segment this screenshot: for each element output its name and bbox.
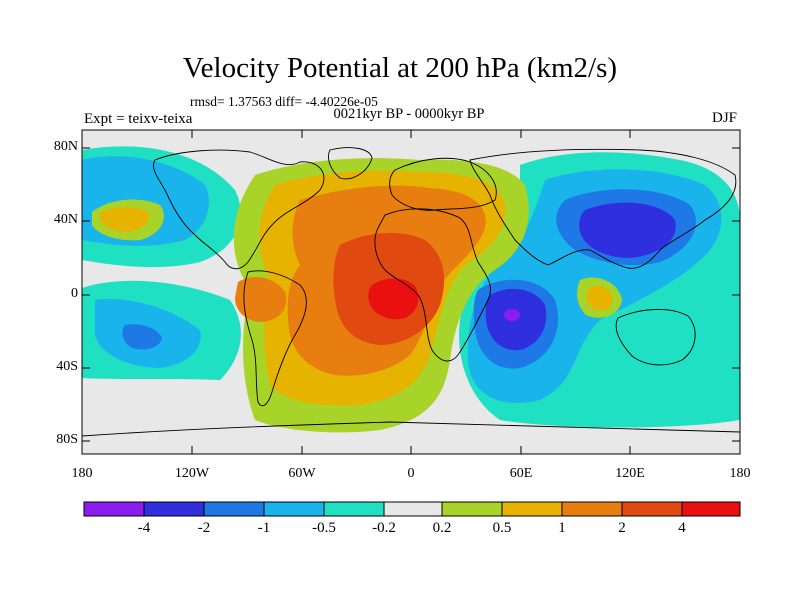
colorbar-swatch-2 [203, 501, 265, 517]
contour-minus2-east-asia [579, 202, 676, 258]
contour-minus1-pacific-small [122, 324, 162, 350]
contour-minus4-core [504, 309, 520, 321]
colorbar-label-8: 2 [618, 520, 626, 536]
coastline-australia [615, 308, 696, 366]
page-title: Velocity Potential at 200 hPa (km2/s) [182, 52, 618, 84]
colorbar-label-4: -0.2 [372, 520, 396, 536]
colorbar-label-0: -4 [137, 520, 151, 536]
axis-ticks [81, 130, 741, 454]
colorbar-swatch-10 [681, 501, 741, 517]
contour-plus4-core [368, 278, 419, 320]
colorbar-label-1: -2 [197, 520, 211, 536]
colorbar-swatch-7 [501, 501, 563, 517]
colorbar-swatch-1 [143, 501, 205, 517]
coastlines [82, 147, 740, 437]
period-label: 0021kyr BP - 0000kyr BP [333, 106, 485, 122]
contour-plus1-south-america [235, 277, 287, 322]
contour-field [82, 130, 740, 454]
lat-label-40s: 40S [56, 359, 78, 374]
colorbar-label-7: 1 [558, 520, 566, 536]
coastline-north-america [153, 149, 325, 270]
contour-plus05-north-pacific [100, 206, 149, 232]
coastline-greenland [328, 147, 373, 180]
colorbar-swatch-8 [561, 501, 623, 517]
rmsd-diff-stats: rmsd= 1.37563 diff= -4.40226e-05 [190, 94, 378, 109]
colorbar-label-9: 4 [678, 520, 686, 536]
lon-label-120e: 120E [615, 466, 645, 481]
lon-label-60w: 60W [288, 466, 316, 481]
contour-plus05-maritime [586, 285, 613, 311]
lat-label-80s: 80S [56, 432, 78, 447]
coastline-asia [469, 148, 737, 269]
colorbar-swatch-3 [263, 501, 325, 517]
colorbar-label-2: -1 [257, 520, 271, 536]
lon-label-120w: 120W [174, 466, 210, 481]
colorbar-label-3: -0.5 [312, 520, 336, 536]
colorbar-swatch-5 [383, 501, 443, 517]
experiment-label: Expt = teixv-teixa [84, 111, 193, 127]
colorbar-swatch-6 [441, 501, 503, 517]
coastline-europe [389, 157, 497, 211]
lat-label-40n: 40N [53, 212, 78, 227]
coastline-south-america [243, 270, 307, 407]
lat-label-0: 0 [71, 286, 78, 301]
lat-label-80n: 80N [53, 139, 78, 154]
coastline-africa [374, 208, 491, 362]
lon-label-180-west: 180 [71, 466, 93, 481]
colorbar-label-6: 0.5 [492, 520, 512, 536]
season-label: DJF [712, 110, 738, 126]
lon-label-0: 0 [407, 466, 415, 481]
colorbar-swatch-4 [323, 501, 385, 517]
colorbar-swatch-9 [621, 501, 683, 517]
colorbar [83, 501, 741, 517]
lon-label-180-east: 180 [729, 466, 751, 481]
colorbar-swatch-0 [83, 501, 145, 517]
colorbar-label-5: 0.2 [432, 520, 452, 536]
lon-label-60e: 60E [509, 466, 533, 481]
coastline-antarctica [82, 421, 740, 437]
